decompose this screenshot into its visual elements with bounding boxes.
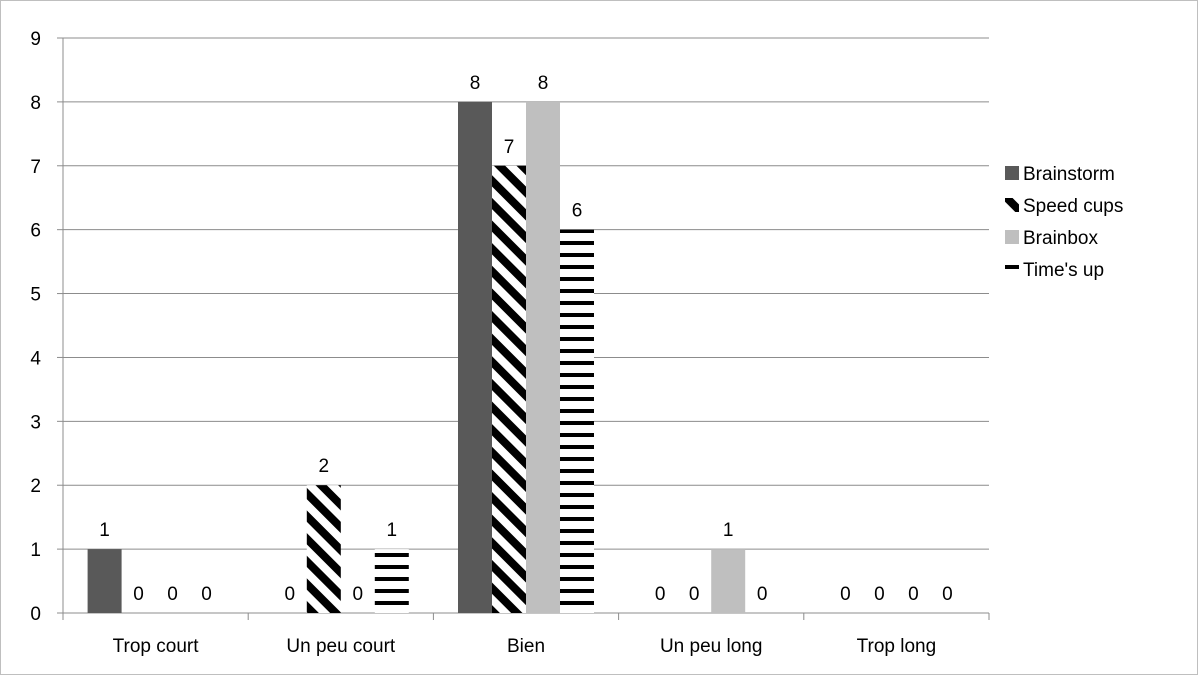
y-tick-label: 7 <box>30 157 41 178</box>
legend-label: Brainbox <box>1023 228 1098 249</box>
y-tick-label: 0 <box>30 604 41 625</box>
legend-swatch <box>1005 262 1019 276</box>
y-tick-label: 1 <box>30 540 41 561</box>
data-label: 0 <box>201 584 212 605</box>
data-label: 0 <box>908 584 919 605</box>
bar <box>374 549 409 613</box>
y-tick-label: 6 <box>30 221 41 242</box>
bar <box>711 549 746 613</box>
bar <box>458 101 492 613</box>
x-category-label: Bien <box>507 636 545 657</box>
y-tick-label: 8 <box>30 93 41 114</box>
y-tick-label: 4 <box>30 348 41 369</box>
data-label: 0 <box>133 584 144 605</box>
x-category-label: Un peu court <box>286 636 396 657</box>
data-label: 1 <box>723 520 734 541</box>
data-label: 2 <box>319 456 330 477</box>
data-label: 8 <box>538 73 549 94</box>
legend: Brainstorm Speed cups Brainbox Time's up <box>1005 164 1123 281</box>
bars <box>87 101 746 613</box>
bar <box>526 101 560 613</box>
data-label: 1 <box>387 520 398 541</box>
data-label: 6 <box>572 201 583 222</box>
legend-swatch <box>1005 166 1019 180</box>
axes: 0 1 2 3 4 5 6 7 8 9 Trop court Un peu court Bien Un p… <box>30 29 990 657</box>
legend-label: Speed cups <box>1023 196 1123 217</box>
legend-swatch <box>1005 230 1019 244</box>
data-label: 8 <box>470 73 481 94</box>
x-category-label: Un peu long <box>660 636 762 657</box>
y-tick-label: 5 <box>30 285 41 306</box>
data-label: 0 <box>874 584 885 605</box>
data-label: 7 <box>504 137 515 158</box>
y-tick-label: 2 <box>30 476 41 497</box>
data-labels: 1 0 0 0 0 2 0 1 8 7 8 6 0 0 1 0 0 0 0 0 <box>99 73 952 605</box>
legend-swatch <box>1005 198 1019 212</box>
data-label: 0 <box>689 584 700 605</box>
data-label: 0 <box>167 584 178 605</box>
bar <box>560 229 594 613</box>
y-tick-label: 9 <box>30 29 41 50</box>
data-label: 0 <box>840 584 851 605</box>
data-label: 0 <box>942 584 953 605</box>
bar <box>87 549 122 613</box>
data-label: 0 <box>757 584 768 605</box>
data-label: 0 <box>285 584 296 605</box>
legend-label: Time's up <box>1023 260 1104 281</box>
x-category-label: Trop long <box>857 636 937 657</box>
data-label: 1 <box>99 520 110 541</box>
bar <box>306 485 341 613</box>
y-tick-label: 3 <box>30 412 41 433</box>
bar <box>492 165 526 613</box>
data-label: 0 <box>353 584 364 605</box>
data-label: 0 <box>655 584 666 605</box>
legend-label: Brainstorm <box>1023 164 1115 185</box>
x-category-label: Trop court <box>113 636 200 657</box>
